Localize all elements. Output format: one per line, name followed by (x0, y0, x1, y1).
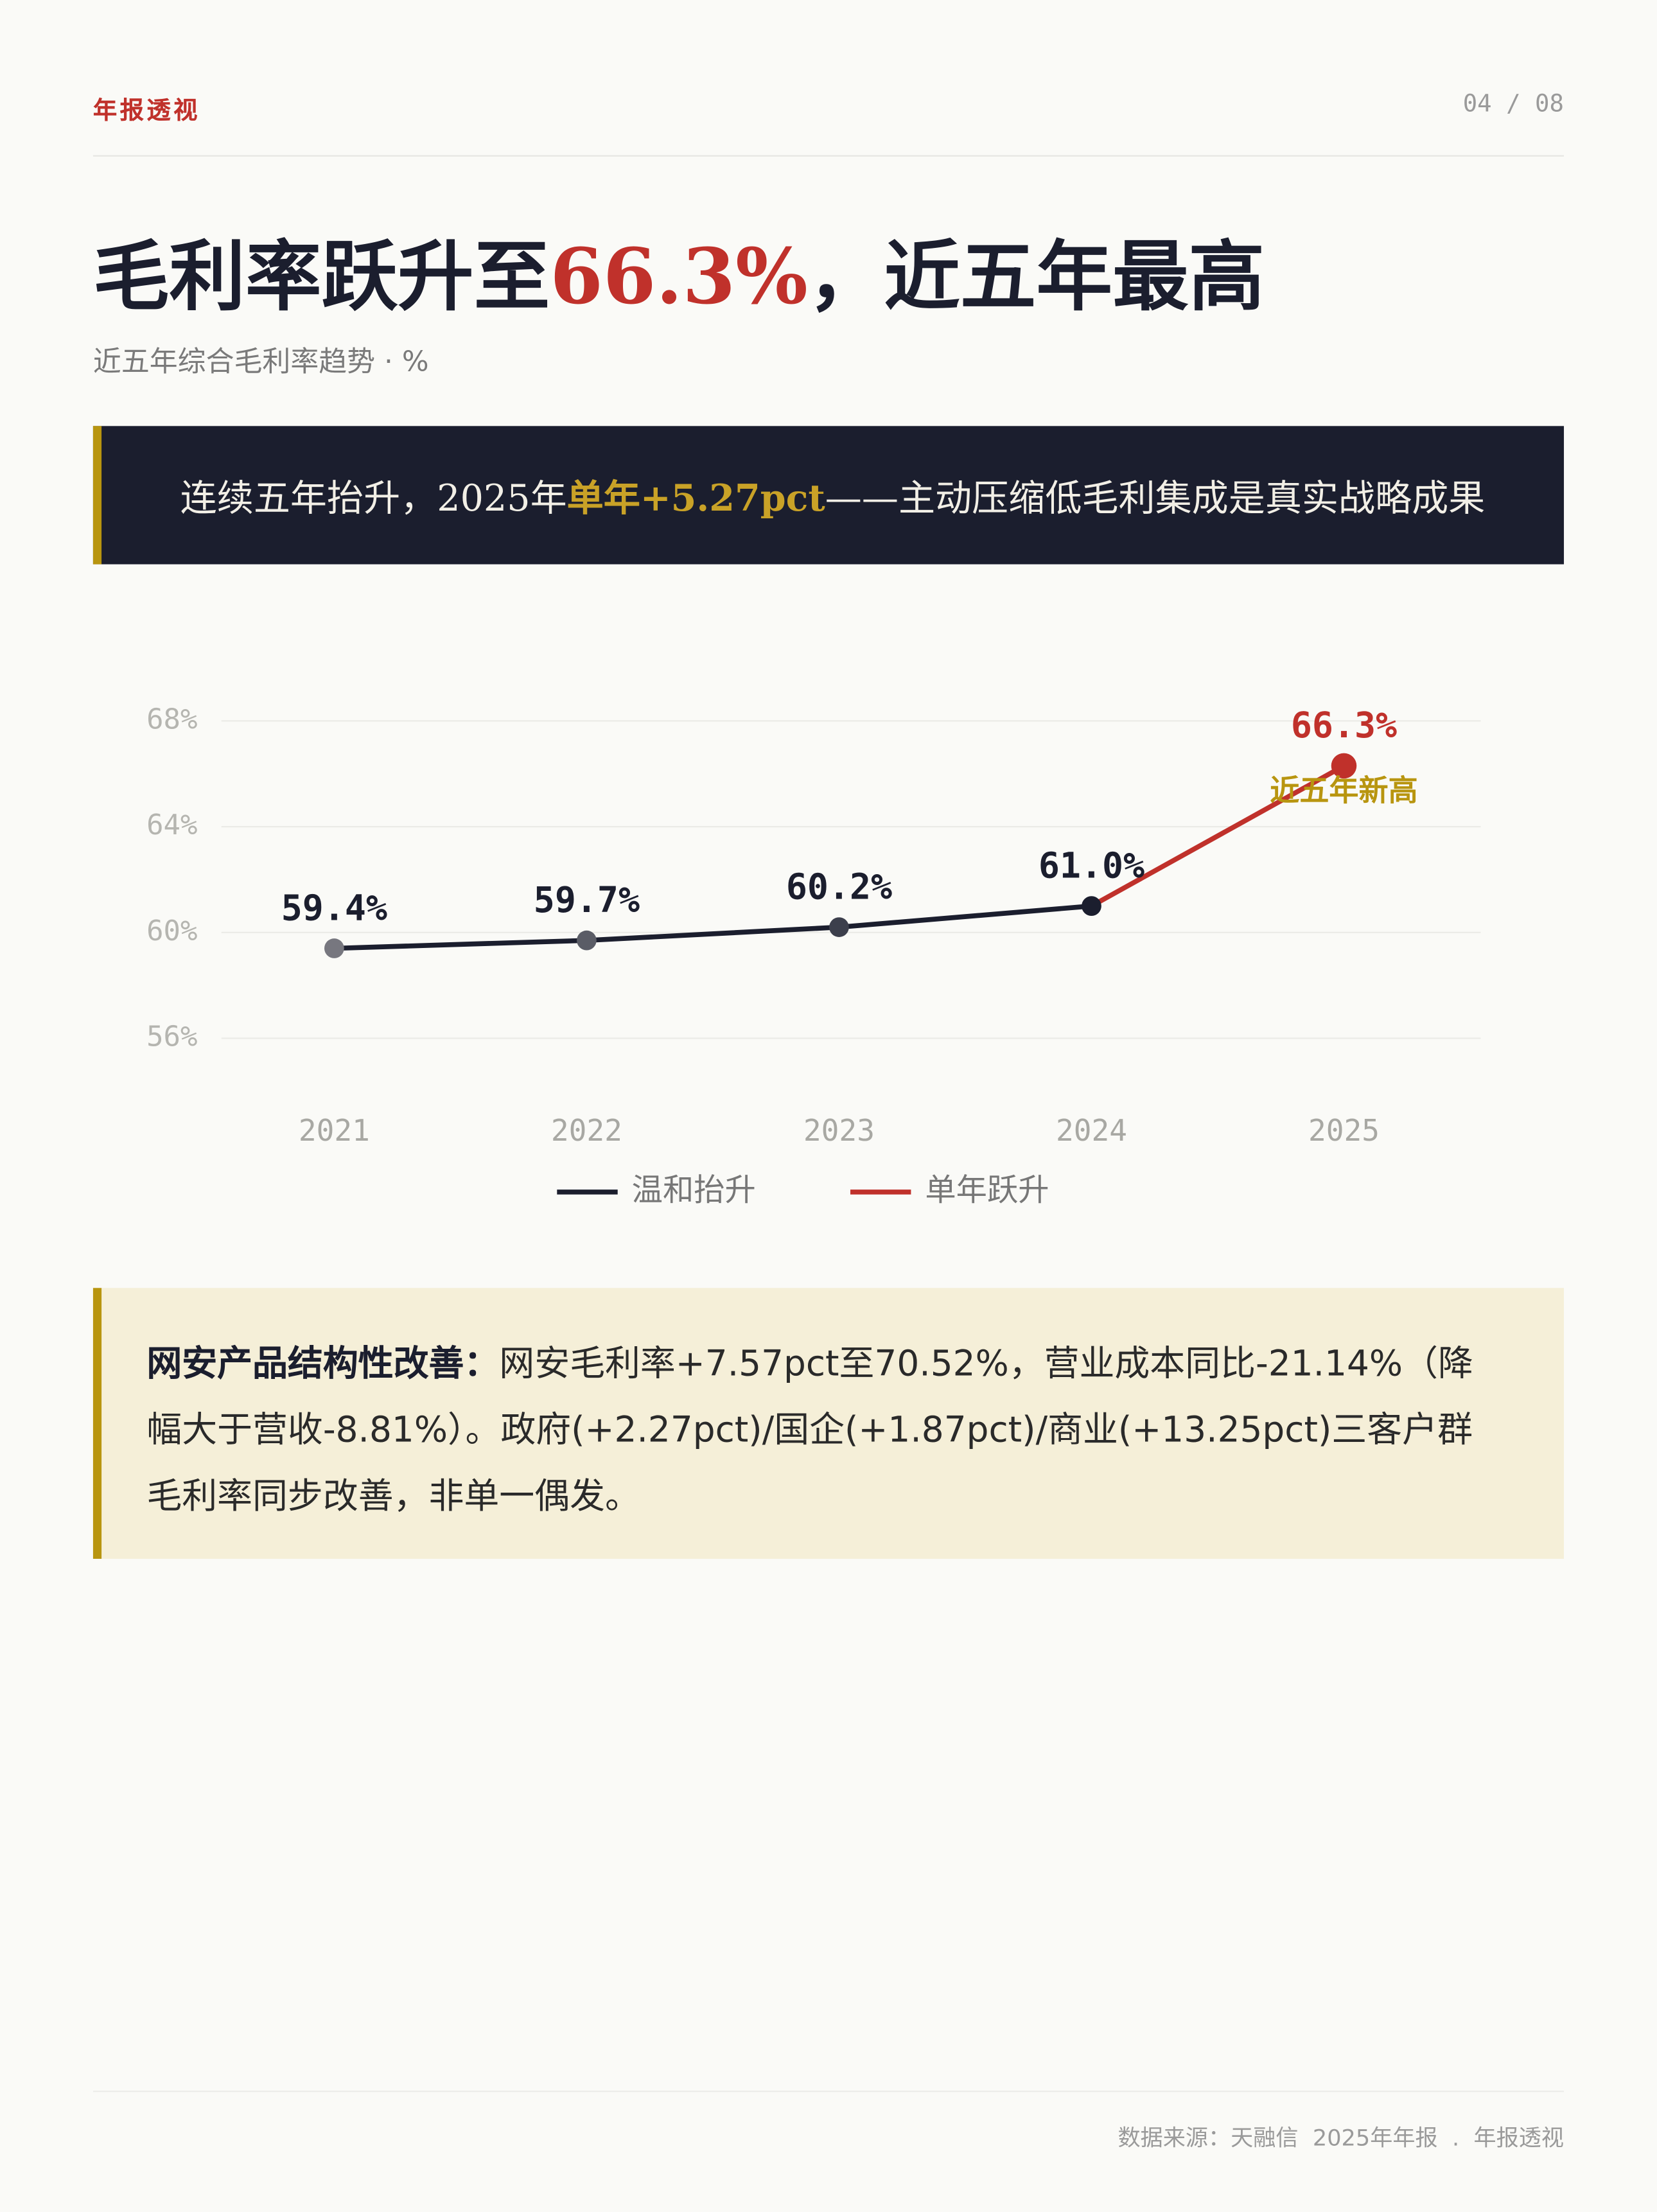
x-tick-label: 2021 (299, 1113, 370, 1148)
annotation: 近五年新高 (1270, 773, 1418, 808)
banner: 连续五年抬升，2025年 单年+5.27pct ——主动压缩低毛利集成是真实战略成果 (92, 426, 1565, 565)
y-tick-label: 56% (146, 1021, 197, 1053)
note-body: 网安毛利率+7.57pct至70.52%，营业成本同比-21.14%（降幅大于营… (146, 1342, 1473, 1517)
series-line (1090, 764, 1346, 908)
data-point (577, 930, 597, 951)
series-line (334, 903, 1092, 951)
page-number: 04 / 08 (1462, 90, 1565, 119)
x-tick-label: 2025 (1308, 1113, 1380, 1148)
chart: 56% 60% 64% 68% 2021 2022 2023 2024 2025 59.4% 59.… (146, 703, 1481, 1208)
banner-text: ——主动压缩低毛利集成是真实战略成果 (825, 477, 1486, 520)
title-text: ，近五年最高 (807, 231, 1265, 322)
divider (92, 2091, 1565, 2093)
legend-label: 单年跃升 (925, 1172, 1049, 1208)
title-text: 毛利率跃升至 (92, 231, 550, 322)
x-tick-label: 2022 (551, 1113, 622, 1148)
y-tick-label: 68% (146, 703, 197, 735)
legend-label: 温和抬升 (632, 1172, 756, 1208)
data-label: 60.2% (786, 866, 892, 907)
data-label: 59.4% (281, 887, 387, 928)
data-label: 61.0% (1039, 845, 1144, 886)
section-label: 年报透视 (92, 97, 200, 126)
data-point (1082, 896, 1101, 917)
y-tick-label: 60% (146, 915, 197, 947)
y-tick-label: 64% (146, 809, 197, 841)
banner-text: 连续五年抬升，2025年 (180, 477, 567, 520)
subtitle: 近五年综合毛利率趋势 · % (92, 344, 429, 378)
note: 网安产品结构性改善：网安毛利率+7.57pct至70.52%，营业成本同比-21… (92, 1288, 1565, 1559)
x-tick-label: 2024 (1056, 1113, 1127, 1148)
title: 毛利率跃升至66.3%，近五年最高 (93, 215, 1265, 326)
divider (92, 155, 1565, 157)
banner-highlight: 单年+5.27pct (566, 477, 825, 520)
data-point (324, 938, 344, 958)
data-point (1331, 753, 1357, 779)
footer: 数据来源：天融信 2025年年报 . 年报透视 (1118, 2124, 1565, 2152)
note-lead: 网安产品结构性改善： (146, 1342, 500, 1384)
data-label: 59.7% (534, 879, 640, 920)
x-tick-label: 2023 (803, 1113, 875, 1148)
title-highlight: 66.3% (550, 231, 808, 322)
data-point (829, 917, 849, 937)
data-label: 66.3% (1291, 705, 1397, 746)
